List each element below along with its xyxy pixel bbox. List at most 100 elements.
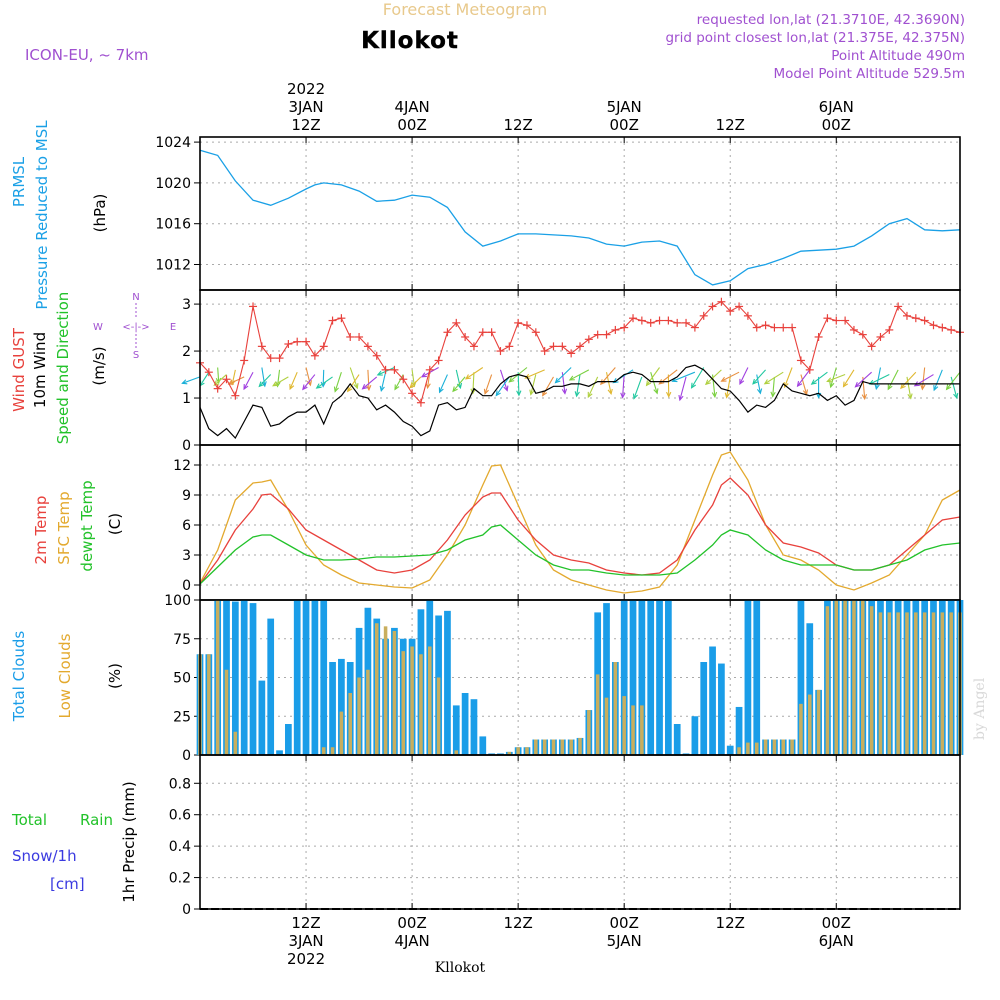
wind-arrow-head <box>854 381 861 388</box>
y-tick-label: 25 <box>173 709 191 725</box>
wind-arrow <box>347 374 360 392</box>
wind-arrow-head <box>243 384 249 391</box>
y-tick-label: 12 <box>173 458 191 474</box>
low-cloud-bar <box>834 600 839 755</box>
low-cloud-bar <box>419 654 423 755</box>
wind-arrow <box>555 367 572 384</box>
wind-arrow <box>576 374 581 397</box>
wind-arrow-head <box>810 379 817 385</box>
low-cloud-bar <box>321 747 326 755</box>
pressure-unit: (hPa) <box>91 194 109 233</box>
sfc-label: SFC Temp <box>55 491 73 564</box>
low-cloud-bar <box>410 646 414 755</box>
y-tick-label: 0 <box>182 438 191 454</box>
low-cloud-bar <box>560 739 565 755</box>
wind-arrow <box>811 371 828 385</box>
wind-arrow <box>752 369 766 385</box>
wind-arrow <box>946 371 961 390</box>
time-label-top: 12Z <box>291 116 320 134</box>
wind-arrow <box>764 371 784 385</box>
total-cloud-bar <box>647 600 655 755</box>
wind-arrow <box>569 369 590 381</box>
precip-panel: 0 0.2 0.4 0.6 0.8 <box>169 754 961 918</box>
y-tick-label: 75 <box>173 632 191 648</box>
wind-arrow-head <box>452 386 458 393</box>
clouds-panel: 0 25 50 75 100 <box>164 593 964 764</box>
low-cloud-bar <box>436 677 441 755</box>
wind-arrow <box>525 369 545 379</box>
grid-point-coords: grid point closest lon,lat (21.375E, 42.… <box>665 30 965 46</box>
compass-n: N <box>132 292 139 303</box>
wind-arrow <box>452 376 466 392</box>
time-label-top: 12Z <box>716 116 745 134</box>
time-label-bottom: 00Z <box>397 914 426 932</box>
low-cloud-bar <box>348 693 352 755</box>
wind-arrow-head <box>425 382 431 390</box>
time-label-bottom: 12Z <box>716 914 745 932</box>
low-cloud-bar <box>507 751 512 755</box>
wind-arrow-head <box>587 391 593 399</box>
wind-arrow-head <box>796 381 803 388</box>
wind-arrow-head <box>724 392 730 399</box>
t2m-line <box>199 477 961 585</box>
low-cloud-bar <box>224 669 229 755</box>
time-label-top: 6JAN <box>819 98 854 116</box>
low-cloud-bar <box>790 739 794 755</box>
low-cloud-bar <box>949 612 953 755</box>
low-cloud-bar <box>233 731 238 755</box>
wind-arrow-head <box>542 390 548 397</box>
wind-arrow-head <box>333 386 339 393</box>
wind-arrow-head <box>258 381 265 388</box>
wind-arrow-head <box>503 385 509 392</box>
total-clouds-label: Total Clouds <box>10 631 28 723</box>
model-altitude: Model Point Altitude 529.5m <box>774 66 965 82</box>
wind-arrow <box>542 376 554 396</box>
wind-arrow <box>800 374 808 395</box>
low-cloud-bar <box>754 742 759 755</box>
wind-arrow-head <box>302 384 308 391</box>
wind-arrow-head <box>376 370 383 376</box>
low-cloud-bar <box>878 612 883 755</box>
wind-arrow <box>633 376 643 399</box>
wind-arrow <box>289 371 298 390</box>
wind-arrow-head <box>315 383 322 389</box>
prmsl-desc-label: Pressure Reduced to MSL <box>33 120 51 310</box>
wind-arrow <box>705 369 722 385</box>
wind-arrow-head <box>347 386 353 393</box>
low-clouds-label: Low Clouds <box>56 633 74 718</box>
total-cloud-bar <box>231 601 239 755</box>
y-tick-label: 9 <box>182 488 191 504</box>
wind-arrow-head <box>612 377 619 384</box>
gust-markers <box>196 297 964 407</box>
precip-labels: Total Rain Snow/1h [cm] 1hr Precip (mm) <box>11 781 138 902</box>
wind-arrow <box>900 371 917 389</box>
y-tick-label: 1 <box>182 391 191 407</box>
wind-unit: (m/s) <box>90 346 108 385</box>
low-cloud-bar <box>640 705 644 755</box>
low-cloud-bar <box>366 669 370 755</box>
sfc-temp-line <box>199 451 961 594</box>
wind-arrow <box>622 374 625 398</box>
wind-arrow <box>409 376 422 389</box>
wind-arrow-head <box>770 391 776 398</box>
dewpt-line <box>199 524 961 585</box>
total-cloud-bar <box>276 750 283 755</box>
total-cloud-bar <box>258 680 266 755</box>
wind-arrow <box>756 374 761 394</box>
wind-arrow-head <box>289 383 295 391</box>
time-label-top: 4JAN <box>394 98 429 116</box>
low-cloud-bar <box>940 612 945 755</box>
time-label-bottom: 12Z <box>503 914 532 932</box>
wind-arrow <box>199 371 210 386</box>
y-tick-label: 2 <box>182 344 191 360</box>
wind-arrow-head <box>653 388 659 395</box>
y-tick-label: 0.2 <box>169 871 191 887</box>
total-cloud-bar <box>470 699 478 755</box>
total-cloud-bar <box>603 603 610 755</box>
wind-arrow <box>272 376 289 387</box>
t2m-label: 2m Temp <box>32 496 50 565</box>
wind-arrow-head <box>554 377 561 384</box>
wind-arrow-head <box>945 384 952 391</box>
low-cloud-bar <box>914 612 918 755</box>
